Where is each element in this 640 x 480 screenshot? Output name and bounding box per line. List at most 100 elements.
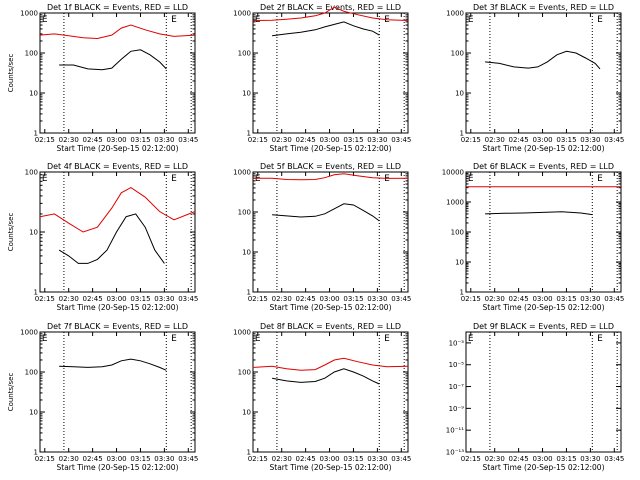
detector-panel-9: Det 9f BLACK = Events, RED = LLD 02:15 02:… — [446, 322, 625, 472]
y-tick-label: 1 — [460, 130, 464, 138]
x-axis-label: Start Time (20-Sep-15 02:12:00) — [270, 463, 392, 472]
x-tick-label: 02:15 — [248, 455, 268, 463]
y-tick-label: 1 — [460, 289, 464, 297]
plot-frame — [252, 171, 409, 293]
series-line-2 — [58, 213, 165, 264]
y-axis-label: Counts/sec — [7, 213, 15, 252]
detector-panel-4: Det 4f BLACK = Events, RED = LLD 02:15 02:… — [7, 162, 198, 312]
series-line-1 — [485, 50, 601, 70]
x-tick-label: 03:30 — [154, 455, 174, 463]
y-tick-label: 100 — [25, 369, 38, 377]
y-tick-label: 1000 — [20, 329, 38, 337]
x-tick-label: 02:15 — [461, 455, 481, 463]
series-line-1 — [39, 24, 196, 40]
y-tick-label: 10000 — [442, 169, 464, 177]
detector-panel-1: Det 1f BLACK = Events, RED = LLD 02:15 02:… — [7, 3, 198, 153]
event-marker-label: E — [597, 174, 603, 184]
x-tick-label: 03:30 — [367, 136, 387, 144]
y-tick-label: 10⁻¹¹ — [446, 427, 464, 435]
x-tick-label: 03:15 — [343, 455, 363, 463]
event-marker-label: E — [468, 174, 474, 184]
event-marker-label: E — [468, 334, 474, 344]
x-tick-label: 03:45 — [178, 295, 198, 303]
y-tick-label: 10 — [242, 409, 251, 417]
x-tick-label: 03:00 — [532, 295, 552, 303]
x-tick-label: 02:30 — [485, 455, 505, 463]
x-tick-label: 03:00 — [319, 136, 339, 144]
detector-panel-2: Det 2f BLACK = Events, RED = LLD 02:15 02:… — [233, 3, 411, 153]
plot-frame — [39, 331, 196, 453]
plot-frame — [252, 12, 409, 134]
y-tick-label: 100 — [451, 229, 464, 237]
x-tick-label: 02:15 — [461, 295, 481, 303]
series-line-1 — [253, 173, 409, 181]
x-tick-label: 02:45 — [83, 295, 103, 303]
x-tick-label: 03:15 — [556, 455, 576, 463]
y-tick-label: 100 — [238, 209, 251, 217]
y-tick-label: 1000 — [20, 10, 38, 18]
event-marker-label: E — [597, 334, 603, 344]
panel-title: Det 5f BLACK = Events, RED = LLD — [260, 162, 401, 171]
x-tick-label: 03:30 — [154, 295, 174, 303]
x-tick-label: 03:45 — [604, 136, 624, 144]
x-tick-label: 02:30 — [485, 295, 505, 303]
detector-panel-7: Det 7f BLACK = Events, RED = LLD 02:15 02:… — [7, 322, 198, 472]
x-tick-label: 03:15 — [556, 136, 576, 144]
x-tick-label: 03:00 — [532, 136, 552, 144]
series-line-1 — [59, 358, 167, 371]
y-tick-label: 10⁻³ — [449, 339, 465, 347]
x-tick-label: 02:30 — [485, 136, 505, 144]
event-marker-label: E — [384, 334, 390, 344]
x-tick-label: 03:30 — [580, 136, 600, 144]
y-tick-label: 100 — [25, 169, 38, 177]
x-tick-label: 03:30 — [580, 295, 600, 303]
x-tick-label: 03:45 — [391, 295, 411, 303]
y-tick-label: 1000 — [446, 199, 464, 207]
x-tick-label: 03:15 — [130, 455, 150, 463]
y-axis-label: Counts/sec — [7, 54, 15, 93]
y-tick-label: 100 — [238, 369, 251, 377]
y-tick-label: 10⁻⁹ — [449, 405, 465, 413]
x-tick-label: 02:30 — [59, 455, 79, 463]
y-tick-label: 10 — [29, 409, 38, 417]
y-tick-label: 100 — [238, 50, 251, 58]
series-line-1 — [252, 6, 409, 21]
event-marker-label: E — [42, 334, 48, 344]
plot-frame — [465, 12, 622, 134]
series-line-1 — [252, 357, 409, 371]
x-axis-label: Start Time (20-Sep-15 02:12:00) — [483, 303, 605, 312]
detector-panel-3: Det 3f BLACK = Events, RED = LLD 02:15 02:… — [446, 3, 624, 153]
panel-title: Det 3f BLACK = Events, RED = LLD — [473, 3, 614, 12]
x-axis-label: Start Time (20-Sep-15 02:12:00) — [270, 144, 392, 153]
x-tick-label: 03:15 — [130, 136, 150, 144]
event-marker-label: E — [171, 15, 177, 25]
x-tick-label: 02:45 — [509, 455, 529, 463]
detector-panel-5: Det 5f BLACK = Events, RED = LLD 02:15 02:… — [233, 162, 411, 312]
x-tick-label: 02:15 — [35, 295, 55, 303]
series-line-2 — [59, 49, 167, 71]
x-axis-label: Start Time (20-Sep-15 02:12:00) — [57, 144, 179, 153]
x-tick-label: 02:15 — [35, 455, 55, 463]
x-tick-label: 03:30 — [154, 136, 174, 144]
panel-title: Det 2f BLACK = Events, RED = LLD — [260, 3, 401, 12]
x-axis-label: Start Time (20-Sep-15 02:12:00) — [57, 303, 179, 312]
x-tick-label: 02:45 — [296, 136, 316, 144]
panel-title: Det 8f BLACK = Events, RED = LLD — [260, 322, 401, 331]
plot-frame — [39, 171, 196, 293]
y-tick-label: 10 — [455, 90, 464, 98]
x-tick-label: 02:15 — [461, 136, 481, 144]
y-tick-label: 1000 — [446, 10, 464, 18]
x-tick-label: 03:15 — [343, 295, 363, 303]
x-tick-label: 02:15 — [248, 136, 268, 144]
x-tick-label: 02:45 — [83, 136, 103, 144]
event-marker-label: E — [255, 174, 261, 184]
y-tick-label: 1 — [34, 289, 38, 297]
x-tick-label: 02:30 — [59, 295, 79, 303]
y-tick-label: 10⁻⁵ — [449, 361, 465, 369]
y-tick-label: 10 — [29, 229, 38, 237]
x-tick-label: 03:45 — [604, 455, 624, 463]
series-line-1 — [39, 187, 196, 233]
x-tick-label: 02:30 — [272, 136, 292, 144]
panel-title: Det 7f BLACK = Events, RED = LLD — [47, 322, 188, 331]
